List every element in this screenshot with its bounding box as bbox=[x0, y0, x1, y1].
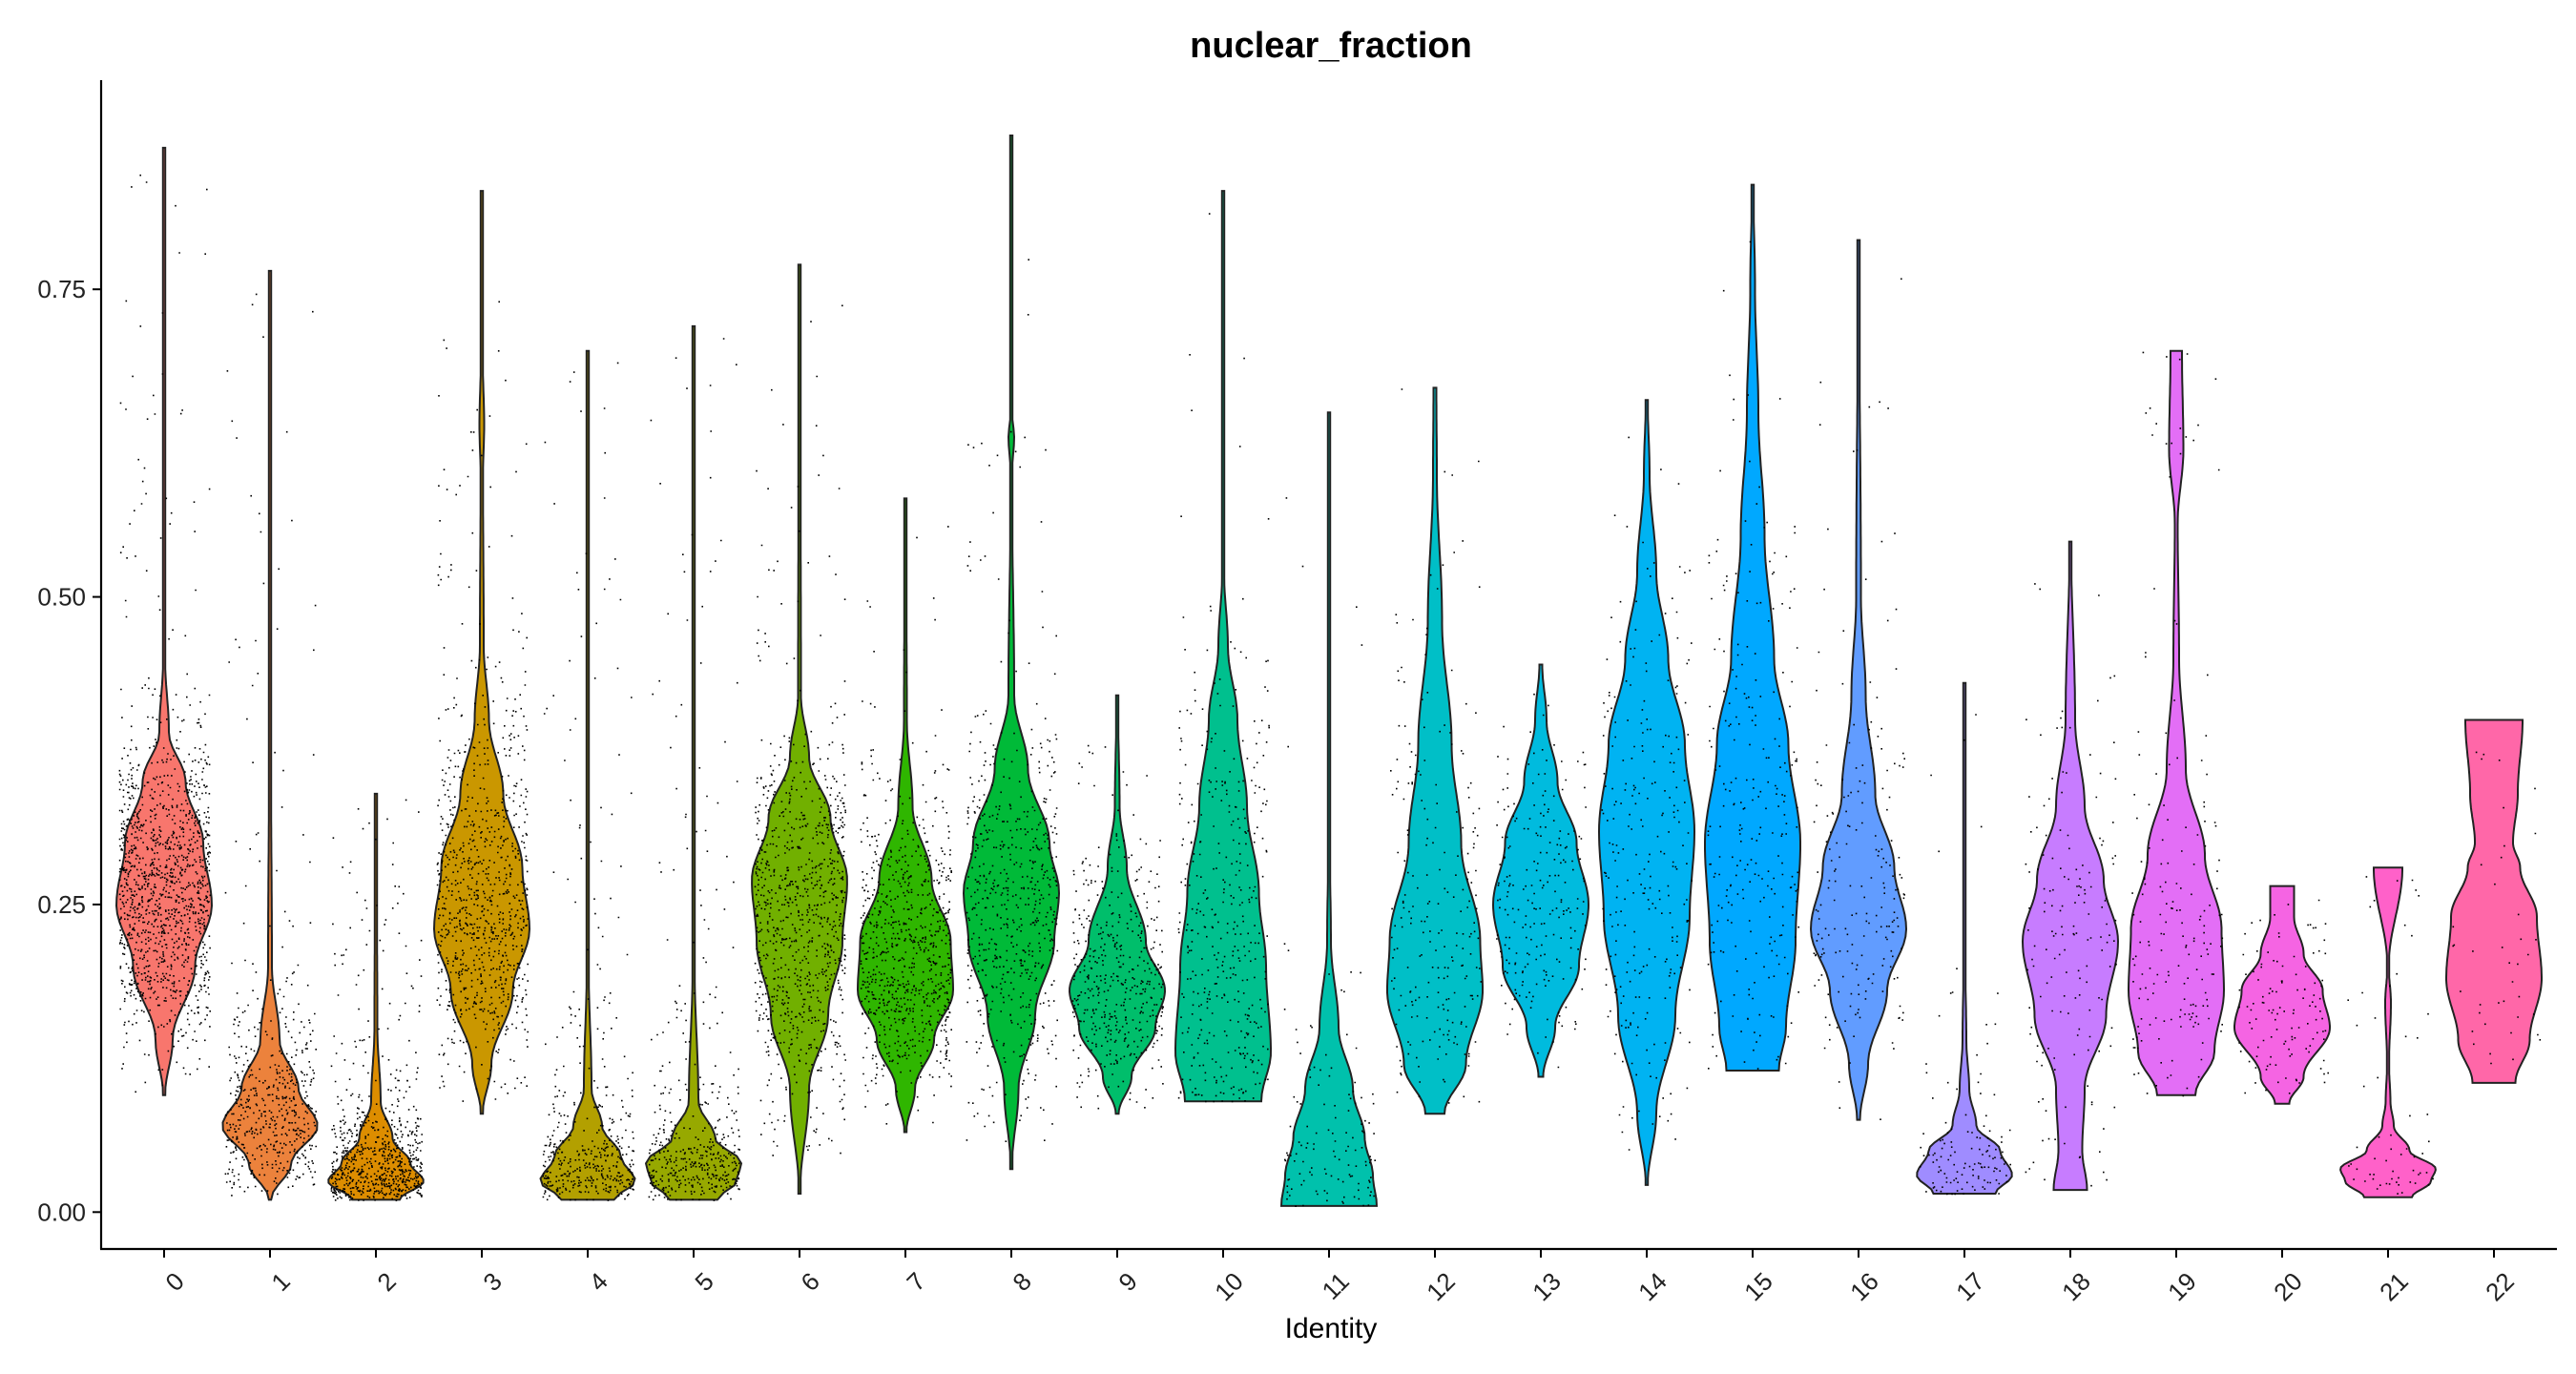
x-tick-label: 7 bbox=[901, 1267, 930, 1297]
violin-21 bbox=[2339, 866, 2437, 1198]
violins-layer bbox=[114, 135, 2543, 1207]
x-tick-label: 17 bbox=[1950, 1267, 1990, 1307]
y-tick-label: 0.00 bbox=[37, 1197, 86, 1226]
x-tick-label: 4 bbox=[583, 1267, 613, 1297]
x-tick-label: 15 bbox=[1738, 1267, 1778, 1307]
violin-10 bbox=[1174, 190, 1273, 1103]
y-tick-label: 0.75 bbox=[37, 275, 86, 303]
violin-19 bbox=[2127, 349, 2226, 1096]
chart-title: nuclear_fraction bbox=[1190, 26, 1472, 66]
y-axis: 0.00 0.25 0.50 0.75 bbox=[37, 275, 101, 1226]
x-tick-label: 22 bbox=[2480, 1267, 2520, 1307]
x-tick-label: 12 bbox=[1421, 1267, 1461, 1307]
violin-6 bbox=[751, 263, 848, 1195]
x-tick-label: 16 bbox=[1844, 1267, 1884, 1307]
violin-1 bbox=[221, 269, 319, 1201]
x-tick-label: 20 bbox=[2268, 1267, 2308, 1307]
x-axis-title: Identity bbox=[1285, 1313, 1378, 1344]
violin-4 bbox=[539, 349, 636, 1201]
x-tick-label: 9 bbox=[1112, 1267, 1142, 1297]
violin-5 bbox=[644, 324, 743, 1201]
points-1 bbox=[224, 293, 317, 1197]
x-tick-label: 3 bbox=[477, 1267, 507, 1297]
violin-8 bbox=[962, 135, 1061, 1171]
jitter-points-layer bbox=[118, 174, 2542, 1207]
violin-20 bbox=[2233, 885, 2331, 1105]
x-tick-label: 18 bbox=[2056, 1267, 2096, 1307]
violin-7 bbox=[856, 497, 955, 1134]
points-6 bbox=[754, 304, 846, 1156]
violin-15 bbox=[1704, 183, 1801, 1072]
violin-13 bbox=[1491, 663, 1590, 1078]
x-tick-label: 10 bbox=[1209, 1267, 1249, 1307]
y-tick-label: 0.50 bbox=[37, 583, 86, 612]
x-tick-label: 21 bbox=[2374, 1267, 2414, 1307]
y-tick-label: 0.25 bbox=[37, 890, 86, 919]
points-8 bbox=[966, 259, 1059, 1142]
violin-16 bbox=[1809, 239, 1908, 1121]
x-axis: 0 1 2 3 4 5 6 7 8 9 10 11 12 13 14 15 16 17 18 19 20 21 22 bbox=[159, 1249, 2520, 1307]
violin-22 bbox=[2445, 718, 2543, 1084]
x-tick-label: 19 bbox=[2162, 1267, 2202, 1307]
x-tick-label: 14 bbox=[1632, 1267, 1672, 1307]
violin-18 bbox=[2021, 540, 2120, 1192]
x-tick-label: 8 bbox=[1007, 1267, 1036, 1297]
violin-2 bbox=[327, 792, 425, 1201]
x-tick-label: 5 bbox=[689, 1267, 718, 1297]
x-tick-label: 6 bbox=[795, 1267, 824, 1297]
violin-11 bbox=[1279, 411, 1379, 1207]
x-tick-label: 13 bbox=[1527, 1267, 1567, 1307]
violin-17 bbox=[1916, 681, 2013, 1195]
violin-14 bbox=[1597, 399, 1696, 1186]
x-tick-label: 2 bbox=[371, 1267, 401, 1297]
x-tick-label: 0 bbox=[159, 1267, 189, 1297]
violin-9 bbox=[1068, 694, 1167, 1115]
violin-12 bbox=[1386, 386, 1484, 1115]
x-tick-label: 1 bbox=[265, 1267, 295, 1297]
violin-0 bbox=[114, 146, 214, 1096]
x-tick-label: 11 bbox=[1317, 1267, 1355, 1305]
